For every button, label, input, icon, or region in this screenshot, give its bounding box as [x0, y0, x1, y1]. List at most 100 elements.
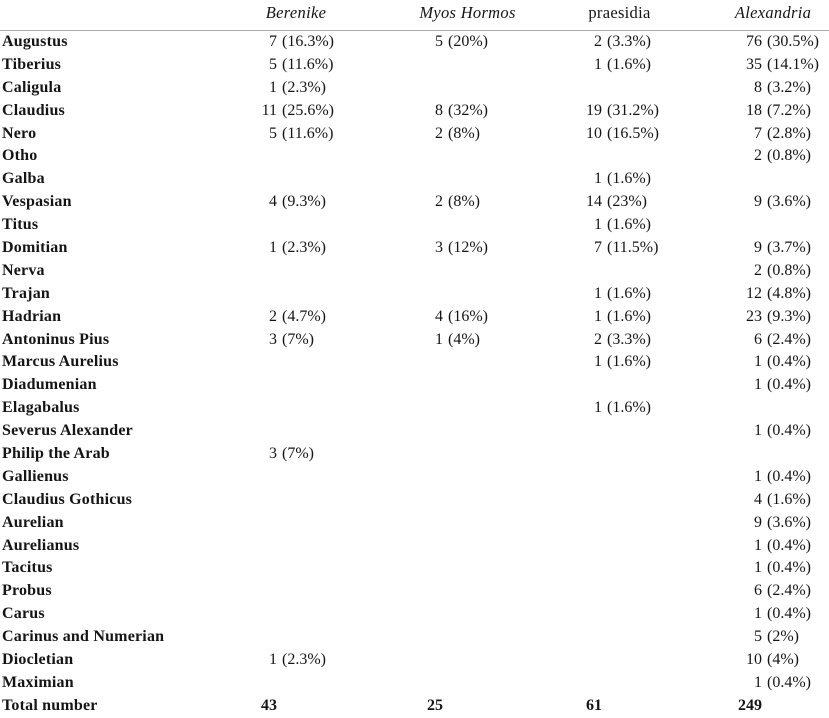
table-row: Hadrian 2 (4.7%) 4 (16%) 1 (1.6%) 23 (9.3%) — [0, 306, 829, 329]
emperor-name: Tacitus — [2, 559, 53, 577]
data-cell: 3 (7%) — [232, 329, 398, 352]
table-row: Caligula 1 (2.3%) 8 (3.2%) — [0, 77, 829, 100]
table-row: Carus 1 (0.4%) — [0, 603, 829, 626]
coin-count: 3 — [269, 330, 277, 348]
emperor-name: Carinus and Numerian — [2, 628, 165, 646]
coin-count: 5 — [269, 55, 277, 73]
emperor-name: Aurelianus — [2, 536, 80, 554]
coin-percentage: (11.5%) — [607, 239, 659, 257]
coin-count: 23 — [746, 307, 762, 325]
table-row: Tacitus 1 (0.4%) — [0, 557, 829, 580]
emperor-name: Antoninus Pius — [2, 330, 110, 348]
emperor-name: Philip the Arab — [2, 445, 110, 463]
total-cell-praesidia: 61 — [586, 696, 602, 714]
coin-count: 1 — [269, 651, 277, 669]
coin-count: 9 — [754, 239, 762, 257]
data-cell: 1 (2.3%) — [232, 77, 398, 100]
coin-percentage: (20%) — [448, 33, 488, 50]
data-cell: 2 (3.3%) — [557, 329, 717, 352]
data-cell: 2 (3.3%) — [557, 31, 717, 54]
data-cell: 1 (1.6%) — [557, 168, 717, 191]
coin-count: 3 — [269, 445, 277, 463]
coin-percentage: (0.4%) — [767, 605, 811, 623]
coin-count: 7 — [594, 239, 602, 257]
coin-percentage: (16.3%) — [282, 33, 334, 50]
data-cell: 7 (16.3%) — [232, 31, 398, 54]
table-row: Probus 6 (2.4%) — [0, 580, 829, 603]
coin-count: 2 — [754, 261, 762, 279]
data-cell: 12 (4.8%) — [717, 283, 829, 306]
coin-percentage: (2.3%) — [282, 239, 326, 257]
table-body: Augustus 7 (16.3%) 5 (20%) 2 (3.3%) 76 (30.5… — [0, 31, 829, 695]
data-cell: 5 (11.6%) — [232, 123, 398, 146]
coin-count: 1 — [594, 216, 602, 234]
data-cell: 1 (4%) — [398, 329, 557, 352]
coin-percentage: (7.2%) — [767, 101, 811, 119]
data-cell: 18 (7.2%) — [717, 100, 829, 123]
coin-percentage: (3.3%) — [607, 33, 651, 50]
coin-percentage: (4%) — [448, 330, 480, 348]
header-divider — [0, 30, 829, 31]
table-row: Diocletian 1 (2.3%) 10 (4%) — [0, 649, 829, 672]
emperor-name: Maximian — [2, 673, 74, 691]
coin-count: 1 — [269, 239, 277, 257]
data-cell: 2 (0.8%) — [717, 145, 829, 168]
emperor-name: Claudius Gothicus — [2, 490, 133, 508]
data-cell: 35 (14.1%) — [717, 54, 829, 77]
coin-percentage: (1.6%) — [767, 490, 811, 508]
coin-count: 8 — [754, 78, 762, 96]
data-cell: 4 (16%) — [398, 306, 557, 329]
coin-count: 12 — [746, 284, 762, 302]
coin-percentage: (1.6%) — [607, 170, 651, 188]
coin-percentage: (25.6%) — [282, 101, 334, 119]
coin-percentage: (12%) — [448, 239, 488, 257]
table-row: Elagabalus 1 (1.6%) — [0, 397, 829, 420]
table-row: Maximian 1 (0.4%) — [0, 672, 829, 695]
data-cell: 10 (4%) — [717, 649, 829, 672]
data-cell: 1 (1.6%) — [557, 306, 717, 329]
data-cell: 19 (31.2%) — [557, 100, 717, 123]
coin-percentage: (3.6%) — [767, 193, 811, 211]
total-cell-alexandria: 249 — [738, 696, 762, 714]
coin-count: 18 — [746, 101, 762, 119]
coin-percentage: (2%) — [767, 628, 799, 646]
table-row: Otho 2 (0.8%) — [0, 145, 829, 168]
total-cell-myos-hormos: 25 — [427, 696, 443, 714]
data-cell: 2 (4.7%) — [232, 306, 398, 329]
coin-percentage: (32%) — [448, 101, 488, 119]
coin-count: 7 — [754, 124, 762, 142]
coin-count: 10 — [586, 124, 602, 142]
coin-percentage: (11.6%) — [282, 55, 334, 73]
data-cell: 7 (2.8%) — [717, 123, 829, 146]
table-row: Vespasian 4 (9.3%) 2 (8%) 14 (23%) 9 (3.6%) — [0, 191, 829, 214]
table-row: Carinus and Numerian 5 (2%) — [0, 626, 829, 649]
coin-count: 8 — [435, 101, 443, 119]
data-cell: 14 (23%) — [557, 191, 717, 214]
coin-percentage: (31.2%) — [607, 101, 659, 119]
table-row: Marcus Aurelius 1 (1.6%) 1 (0.4%) — [0, 351, 829, 374]
emperor-name: Augustus — [2, 33, 68, 50]
emperor-name: Diocletian — [2, 651, 74, 669]
data-cell: 1 (0.4%) — [717, 374, 829, 397]
data-cell: 1 (0.4%) — [717, 420, 829, 443]
column-header-praesidia: praesidia — [588, 3, 651, 22]
coin-percentage: (2.4%) — [767, 582, 811, 600]
table-row: Severus Alexander 1 (0.4%) — [0, 420, 829, 443]
coin-percentage: (11.6%) — [282, 124, 334, 142]
coin-percentage: (7%) — [282, 445, 314, 463]
data-cell: 3 (12%) — [398, 237, 557, 260]
data-cell: 9 (3.6%) — [717, 512, 829, 535]
table-row: Galba 1 (1.6%) — [0, 168, 829, 191]
coin-count: 5 — [269, 124, 277, 142]
coin-percentage: (8%) — [448, 193, 480, 211]
coin-count: 4 — [435, 307, 443, 325]
coin-percentage: (1.6%) — [607, 353, 651, 371]
coin-percentage: (0.4%) — [767, 467, 811, 485]
table-row: Domitian 1 (2.3%) 3 (12%) 7 (11.5%) 9 (3.7%) — [0, 237, 829, 260]
coin-percentage: (23%) — [607, 193, 647, 211]
coin-count: 1 — [594, 307, 602, 325]
coin-count: 1 — [269, 78, 277, 96]
data-cell: 4 (9.3%) — [232, 191, 398, 214]
table-header-row: Berenike Myos Hormos praesidia Alexandri… — [0, 0, 829, 30]
